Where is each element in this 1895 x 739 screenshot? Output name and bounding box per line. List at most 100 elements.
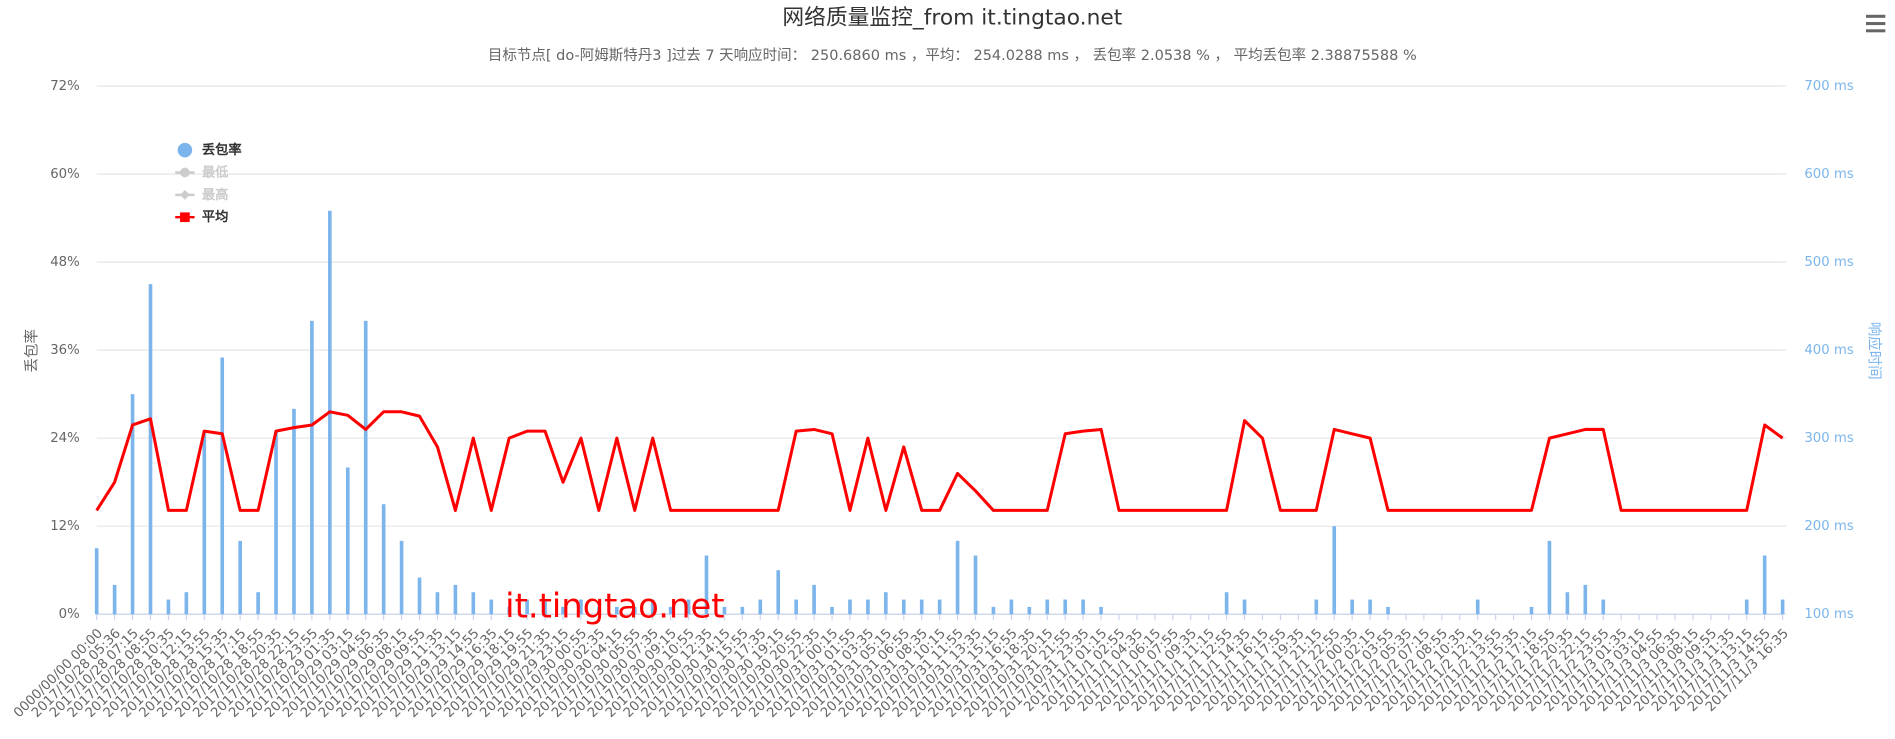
y2-tick-label: 500 ms [1804,255,1854,270]
column-bar [112,584,117,615]
column-bar [1009,599,1014,615]
y2-tick-label: 600 ms [1804,167,1854,182]
column-bar [650,599,655,615]
legend-symbol [180,167,190,178]
column-bar [1547,540,1552,615]
y-tick-label: 0% [59,607,80,622]
legend-item[interactable]: 丢包率 [177,141,242,158]
column-bar [399,540,404,615]
column-bar [1529,606,1534,615]
y-axis-title: 丢包率 [24,329,41,372]
column-bar [830,606,834,615]
column-bar [722,606,727,615]
column-bar [507,606,512,615]
column-bar [1242,599,1247,615]
column-bar [1744,599,1749,615]
column-bar [220,357,225,615]
column-bar [202,430,207,615]
y2-tick-label: 100 ms [1804,607,1854,622]
column-bar [1063,599,1068,615]
column-bar [1081,599,1085,615]
line-series [95,410,1784,512]
column-bar [740,606,745,615]
column-bar [310,320,314,615]
column-bar [973,555,978,615]
legend-item[interactable]: 最高 [175,186,228,203]
column-bar [1601,599,1606,615]
y-tick-label: 60% [50,167,80,182]
column-bar [1762,555,1767,615]
column-bar [1224,592,1229,615]
column-bar [1368,599,1372,615]
y2-tick-label: 300 ms [1804,431,1854,446]
legend-item[interactable]: 最低 [175,164,229,181]
column-bar [632,606,637,615]
column-bar [256,592,260,615]
legend-symbol [180,190,190,200]
chart-subtitle: 目标节点[ do-阿姆斯特丹3 ]过去 7 天响应时间： 250.6860 ms… [488,46,1417,64]
y-tick-label: 24% [50,431,80,446]
column-bar [292,408,296,615]
legend-symbol [180,212,190,223]
column-bar [166,599,171,615]
column-bar [1350,599,1354,615]
column-bar [130,394,135,615]
column-bar [776,570,781,615]
y-tick-label: 48% [50,255,80,270]
column-bar [1045,599,1050,615]
column-bar [1314,599,1319,615]
menu-bar [1865,29,1886,33]
column-bar [704,555,709,615]
column-bar [489,599,494,615]
column-bar [884,592,888,615]
watermark: it.tingtao.net [505,587,724,626]
legend-label: 丢包率 [202,141,242,158]
column-bar [363,320,368,615]
column-bar [1565,592,1570,615]
column-bar [866,599,870,615]
y-tick-label: 72% [50,79,80,94]
legend-label: 最低 [202,164,229,181]
column-bar [991,606,996,615]
column-bar [453,584,458,615]
column-bar [937,599,942,615]
column-bar [901,599,906,615]
y2-tick-label: 200 ms [1804,519,1854,534]
column-bar [94,548,99,615]
menu-bar [1865,14,1886,18]
column-bar [579,599,583,615]
column-bar [381,504,386,615]
y2-tick-label: 700 ms [1804,79,1854,94]
column-bar [184,592,189,615]
column-bar [1386,606,1390,615]
column-bar [794,599,798,615]
column-bar [345,467,350,615]
column-bar [238,540,242,615]
column-bar [758,599,763,615]
column-bar [955,540,960,615]
column-bar [561,606,565,615]
column-bar [812,584,816,615]
legend-item[interactable]: 平均 [175,208,228,225]
column-bar [1583,584,1588,615]
column-bar [435,592,440,615]
menu-button[interactable] [1865,14,1886,33]
legend-symbol [177,142,193,158]
y-tick-label: 12% [50,519,80,534]
legend-label: 平均 [202,208,229,225]
column-bar [919,599,924,615]
column-bar [543,599,547,615]
column-bar [1332,526,1337,615]
column-bar [614,606,619,615]
column-bar [1780,599,1785,615]
legend-label: 最高 [202,186,229,203]
column-bar [1099,606,1103,615]
column-bar [1027,606,1032,615]
chart-title: 网络质量监控_from it.tingtao.net [782,5,1122,30]
column-bar [668,606,673,615]
column-bar [597,606,601,615]
column-bar [686,599,691,615]
y2-tick-label: 400 ms [1804,343,1854,358]
